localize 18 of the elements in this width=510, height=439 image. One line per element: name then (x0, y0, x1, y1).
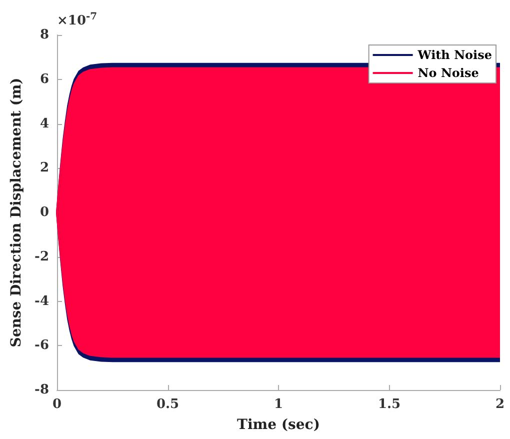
y-tick-label: -6 (34, 338, 49, 354)
y-tick-label: 6 (40, 72, 49, 87)
x-axis-title: Time (sec) (237, 417, 320, 433)
y-tick-label: 4 (40, 116, 49, 132)
legend-label: No Noise (418, 66, 480, 80)
y-tick-label: -4 (34, 294, 49, 309)
y-tick-label: -8 (34, 382, 49, 398)
x-tick-label: 1 (274, 397, 284, 412)
legend-label: With Noise (416, 48, 492, 62)
x-tick-label: 1.5 (378, 397, 401, 412)
x-tick-label: 0.5 (156, 397, 180, 412)
y-axis-title: Sense Direction Displacement (m) (8, 78, 25, 348)
x-tick-label: 2 (495, 397, 505, 412)
x-tick-label: 0 (52, 397, 62, 412)
y-tick-label: 0 (40, 205, 49, 220)
y-tick-label: 8 (40, 28, 49, 42)
y-tick-label: -2 (34, 249, 49, 264)
y-tick-label: 2 (40, 160, 49, 176)
